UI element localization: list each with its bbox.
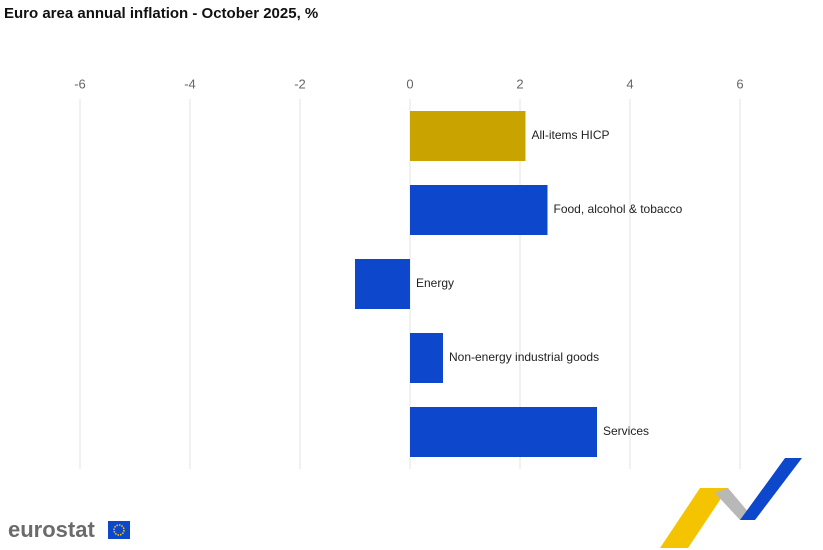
- bar: [410, 111, 526, 161]
- category-label: Services: [603, 424, 649, 438]
- swoosh: [660, 458, 802, 548]
- category-label: Food, alcohol & tobacco: [554, 202, 683, 216]
- chart-title: Euro area annual inflation - October 202…: [4, 5, 318, 22]
- x-tick-label: 6: [736, 76, 743, 91]
- eu-stars: [113, 524, 125, 536]
- bar: [410, 333, 443, 383]
- bar: [355, 259, 410, 309]
- x-tick-label: 0: [406, 76, 413, 91]
- x-tick-label: -6: [74, 76, 86, 91]
- eu-flag: [108, 521, 130, 539]
- bar: [410, 185, 548, 235]
- x-tick-label: -4: [184, 76, 196, 91]
- logo-text: eurostat: [8, 517, 95, 542]
- category-label: Energy: [416, 276, 454, 290]
- x-tick-label: -2: [294, 76, 306, 91]
- x-tick-label: 2: [516, 76, 523, 91]
- x-tick-label: 4: [626, 76, 633, 91]
- logo: eurostat: [8, 517, 130, 542]
- category-label: Non-energy industrial goods: [449, 350, 599, 364]
- category-label: All-items HICP: [532, 128, 610, 142]
- bar: [410, 407, 597, 457]
